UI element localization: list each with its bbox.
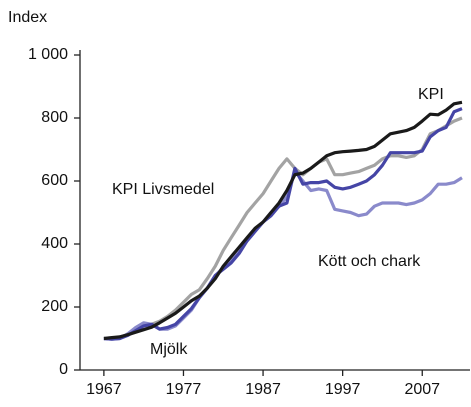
series-line (103, 116, 463, 341)
y-axis-label: Index (8, 9, 47, 26)
y-tick-label: 1 000 (28, 46, 68, 63)
y-tick-label: 800 (41, 109, 68, 126)
x-tick-label: 2007 (404, 381, 440, 398)
x-tick-label: 1977 (166, 381, 202, 398)
series-line (103, 100, 463, 341)
x-tick-label: 1997 (325, 381, 361, 398)
series-label: Mjölk (150, 341, 188, 358)
series-line (103, 107, 463, 341)
y-tick-label: 200 (41, 298, 68, 315)
series-label: Kött och chark (318, 253, 421, 270)
series-label: KPI (418, 86, 444, 103)
x-tick-label: 1987 (245, 381, 281, 398)
y-tick-label: 0 (59, 361, 68, 378)
series-label: KPI Livsmedel (112, 181, 214, 198)
y-tick-label: 600 (41, 172, 68, 189)
x-tick-label: 1967 (86, 381, 122, 398)
y-tick-label: 400 (41, 235, 68, 252)
